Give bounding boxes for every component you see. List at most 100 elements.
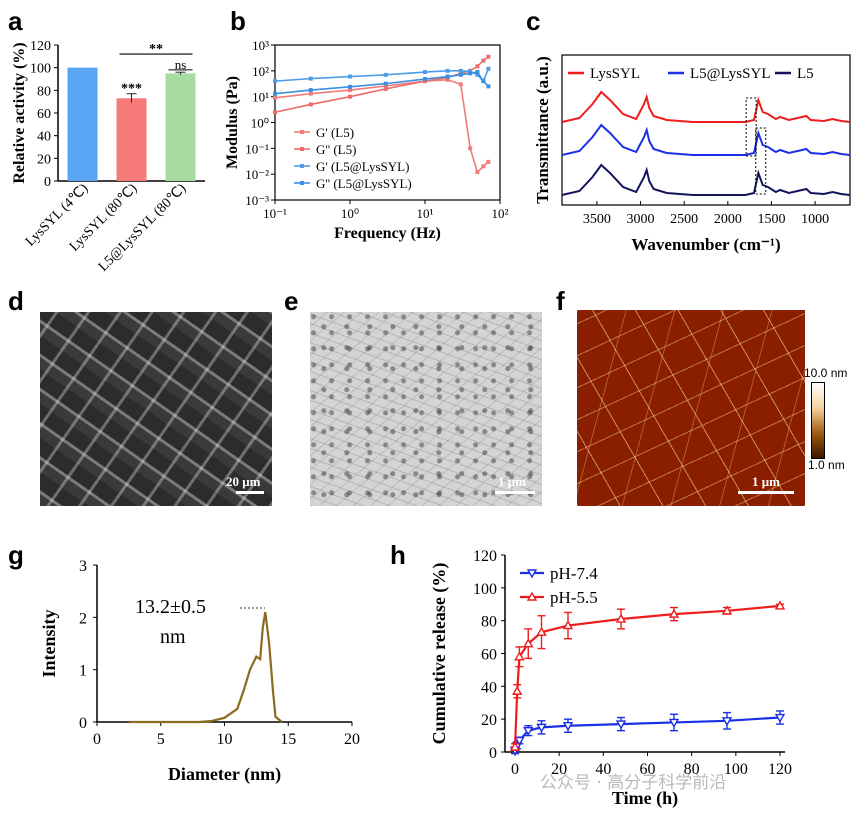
b-series-marker: [486, 54, 491, 59]
b-series-marker: [383, 86, 388, 91]
b-series-marker: [348, 84, 352, 89]
h-ytick-label: 0: [489, 745, 497, 762]
b-ytick-label: 10²: [252, 64, 269, 79]
h-series-marker: [668, 718, 680, 728]
tem-image: [310, 312, 542, 506]
h-series-marker: [536, 723, 547, 733]
g-xlabel: Diameter (nm): [168, 764, 281, 785]
a-annotation-bar2: ***: [121, 82, 142, 97]
h-series-marker: [536, 626, 547, 636]
a-category-label: L5@LysSYL (80℃): [96, 181, 190, 275]
afm-colorbar: [811, 382, 825, 459]
b-ytick-label: 10⁰: [251, 116, 269, 131]
b-ytick-label: 10³: [252, 38, 269, 53]
c-xtick-label: 2000: [714, 212, 742, 227]
c-xtick-label: 1500: [757, 212, 785, 227]
b-series-marker: [308, 88, 313, 93]
c-xlabel: Wavenumber (cm⁻¹): [631, 235, 780, 254]
b-legend-label: G' (L5): [316, 125, 354, 140]
h-ytick-label: 40: [481, 679, 497, 696]
c-xtick-label: 3000: [627, 212, 655, 227]
g-annotation-unit: nm: [160, 626, 186, 648]
b-legend-label: G'' (L5@LysSYL): [316, 176, 412, 191]
panel-label-c: c: [526, 6, 541, 36]
g-ytick-label: 0: [79, 715, 87, 732]
h-series-marker: [523, 638, 534, 648]
h-xtick-label: 120: [768, 761, 792, 778]
h-series-marker: [668, 608, 680, 618]
b-series-marker: [273, 95, 277, 100]
b-legend-marker: [300, 164, 304, 168]
a-ytick-label: 80: [37, 84, 51, 99]
scalebar-e-label: 1 μm: [498, 474, 526, 489]
a-ytick-label: 60: [37, 107, 51, 122]
watermark: 公众号 · 高分子科学前沿: [540, 773, 727, 793]
h-xtick-label: 20: [551, 761, 567, 778]
c-highlight-box: [745, 97, 757, 157]
b-legend-marker: [300, 181, 304, 185]
h-xtick-label: 0: [511, 761, 519, 778]
b-series-marker: [458, 72, 463, 77]
b-ytick-label: 10⁻²: [245, 167, 269, 182]
h-series-line: [513, 604, 781, 748]
a-ytick-label: 100: [30, 62, 51, 77]
b-series-marker: [423, 79, 427, 84]
g-xtick-label: 10: [217, 731, 233, 748]
h-series-line: [513, 716, 781, 751]
panel-label-a: a: [8, 6, 23, 36]
c-xtick-label: 2500: [670, 212, 698, 227]
h-legend-marker: [526, 591, 538, 601]
b-series-marker: [486, 66, 491, 71]
panel-label-e: e: [284, 286, 299, 316]
h-ytick-label: 60: [481, 647, 497, 664]
h-series-marker: [514, 736, 525, 746]
b-series-marker: [423, 70, 427, 75]
c-legend-label: L5: [797, 66, 814, 82]
a-ytick-label: 0: [44, 175, 51, 190]
h-legend-label: pH-7.4: [550, 564, 598, 583]
h-xtick-label: 80: [684, 761, 700, 778]
h-series-marker: [523, 726, 534, 737]
h-legend-label: pH-5.5: [550, 588, 598, 607]
h-series-marker: [509, 741, 521, 751]
b-series-marker: [348, 94, 352, 99]
g-series-line: [128, 611, 283, 724]
b-series-marker: [383, 81, 388, 86]
a-ytick-label: 120: [30, 39, 51, 54]
a-annotation-bracket: **: [149, 42, 163, 57]
b-legend-label: G'' (L5): [316, 142, 356, 157]
b-ytick-label: 10⁻³: [245, 193, 269, 208]
a-ytick-label: 40: [37, 130, 51, 145]
panel-label-g: g: [8, 540, 24, 570]
h-xtick-label: 40: [595, 761, 611, 778]
scalebar-f: [738, 491, 794, 494]
h-xtick-label: 100: [724, 761, 748, 778]
g-xtick-label: 20: [344, 731, 360, 748]
panel-label-b: b: [230, 6, 246, 36]
h-series-marker: [774, 713, 786, 723]
b-series-marker: [445, 77, 450, 82]
c-legend-label: LysSYL: [590, 66, 640, 82]
h-series-marker: [615, 720, 627, 730]
a-ytick-label: 20: [37, 152, 51, 167]
b-series-marker: [475, 64, 480, 69]
b-series-marker: [273, 110, 277, 115]
b-series-marker: [481, 58, 486, 63]
b-series-marker: [348, 88, 352, 93]
b-series-marker: [383, 83, 388, 88]
b-series-marker: [481, 164, 486, 169]
b-series-marker: [468, 71, 473, 76]
h-series-marker: [562, 620, 574, 630]
h-xlabel: Time (h): [612, 788, 678, 809]
b-ytick-label: 10¹: [252, 90, 269, 105]
c-ylabel: Transmittance (a.u.): [533, 56, 552, 203]
h-series-marker: [514, 651, 525, 661]
b-series-marker: [481, 79, 486, 84]
h-xtick-label: 60: [640, 761, 656, 778]
g-ytick-label: 3: [79, 558, 87, 575]
h-series-marker: [774, 600, 786, 610]
h-ylabel: Cumulative release (%): [429, 563, 450, 745]
afm-image: [577, 310, 805, 506]
c-highlight-box: [755, 127, 767, 195]
